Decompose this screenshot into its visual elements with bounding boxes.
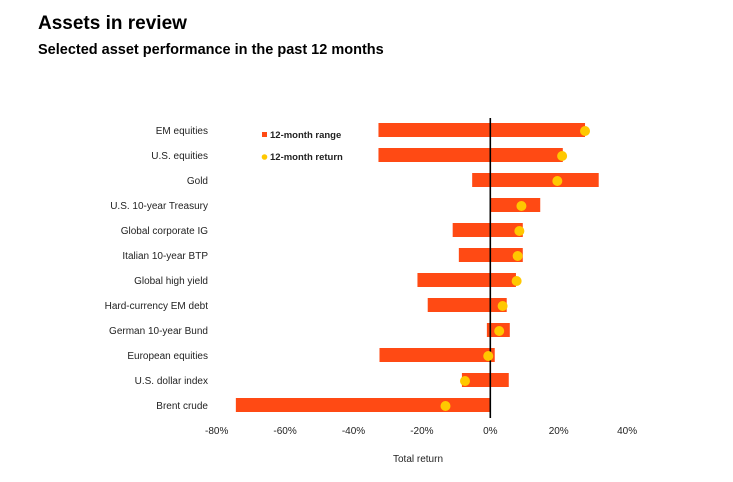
return-dot — [494, 326, 505, 336]
range-bar — [461, 373, 509, 387]
return-dot — [552, 176, 563, 186]
range-bar — [378, 148, 563, 162]
category-label: Hard-currency EM debt — [105, 301, 209, 312]
x-tick-label: 20% — [549, 426, 569, 437]
category-label: Italian 10-year BTP — [122, 251, 208, 262]
legend-return-swatch — [261, 154, 268, 160]
range-bar — [490, 198, 541, 212]
range-bar — [427, 298, 507, 312]
legend-return-label: 12-month return — [270, 152, 343, 163]
x-tick-label: -20% — [410, 426, 433, 437]
category-label: Global corporate IG — [121, 226, 208, 237]
range-bar — [235, 398, 491, 412]
return-dot — [440, 401, 451, 411]
x-tick-label: -80% — [205, 426, 228, 437]
return-dot — [580, 126, 591, 136]
range-bar — [417, 273, 516, 287]
x-tick-label: -40% — [342, 426, 365, 437]
category-label: Global high yield — [134, 276, 208, 287]
legend-range-swatch — [262, 132, 267, 137]
category-label: Gold — [187, 176, 208, 187]
x-axis-label: Total return — [393, 454, 443, 465]
category-label: EM equities — [156, 126, 208, 137]
return-dot — [512, 251, 523, 261]
category-label: U.S. 10-year Treasury — [110, 201, 208, 212]
return-dot — [511, 276, 522, 286]
category-label: Brent crude — [156, 401, 208, 412]
return-dot — [459, 376, 470, 386]
return-dot — [483, 351, 494, 361]
return-dot — [557, 151, 568, 161]
category-label: U.S. dollar index — [135, 376, 208, 387]
category-label: U.S. equities — [151, 151, 208, 162]
x-tick-label: -60% — [273, 426, 296, 437]
category-label: German 10-year Bund — [109, 326, 208, 337]
range-bar — [452, 223, 523, 237]
category-label: European equities — [127, 351, 208, 362]
return-dot — [516, 201, 527, 211]
chart-title: Assets in review — [38, 13, 187, 34]
range-bar — [472, 173, 599, 187]
return-dot — [514, 226, 525, 236]
x-tick-label: 0% — [483, 426, 498, 437]
return-dot — [497, 301, 508, 311]
chart-subtitle: Selected asset performance in the past 1… — [38, 42, 384, 58]
x-tick-label: 40% — [617, 426, 637, 437]
legend-range-label: 12-month range — [270, 130, 341, 141]
range-bar — [378, 123, 586, 137]
range-bar — [379, 348, 495, 362]
